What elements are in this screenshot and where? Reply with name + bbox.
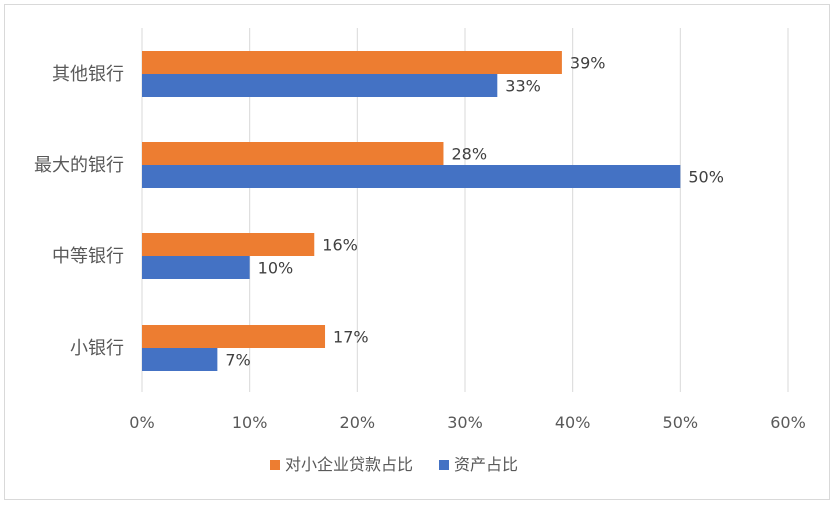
legend: 对小企业贷款占比 资产占比 xyxy=(270,455,518,474)
bar-asset-share xyxy=(142,348,218,371)
legend-swatch xyxy=(270,460,280,470)
x-tick-label: 10% xyxy=(232,413,268,432)
category-label: 最大的银行 xyxy=(34,155,124,176)
data-label: 33% xyxy=(505,77,541,96)
x-tick-label: 20% xyxy=(340,413,376,432)
bars xyxy=(142,51,681,371)
data-label: 28% xyxy=(451,145,487,164)
category-label: 其他银行 xyxy=(52,64,124,85)
bar-loan-share xyxy=(142,325,326,348)
bar-asset-share xyxy=(142,74,498,97)
data-label: 50% xyxy=(688,168,724,187)
data-label: 17% xyxy=(333,328,369,347)
category-label: 小银行 xyxy=(70,338,124,359)
legend-swatch xyxy=(439,460,449,470)
bar-loan-share xyxy=(142,51,562,74)
data-label: 16% xyxy=(322,236,358,255)
data-label: 39% xyxy=(570,54,606,73)
bar-asset-share xyxy=(142,165,681,188)
legend-label: 资产占比 xyxy=(454,455,518,474)
bar-loan-share xyxy=(142,142,444,165)
x-tick-label: 60% xyxy=(770,413,806,432)
x-tick-label: 50% xyxy=(663,413,699,432)
bar-asset-share xyxy=(142,256,250,279)
data-label: 7% xyxy=(225,351,250,370)
legend-label: 对小企业贷款占比 xyxy=(285,455,413,474)
data-label: 10% xyxy=(258,259,294,278)
x-tick-label: 40% xyxy=(555,413,591,432)
category-label: 中等银行 xyxy=(52,246,124,267)
x-tick-label: 30% xyxy=(447,413,483,432)
bar-loan-share xyxy=(142,233,315,256)
x-tick-label: 0% xyxy=(129,413,154,432)
